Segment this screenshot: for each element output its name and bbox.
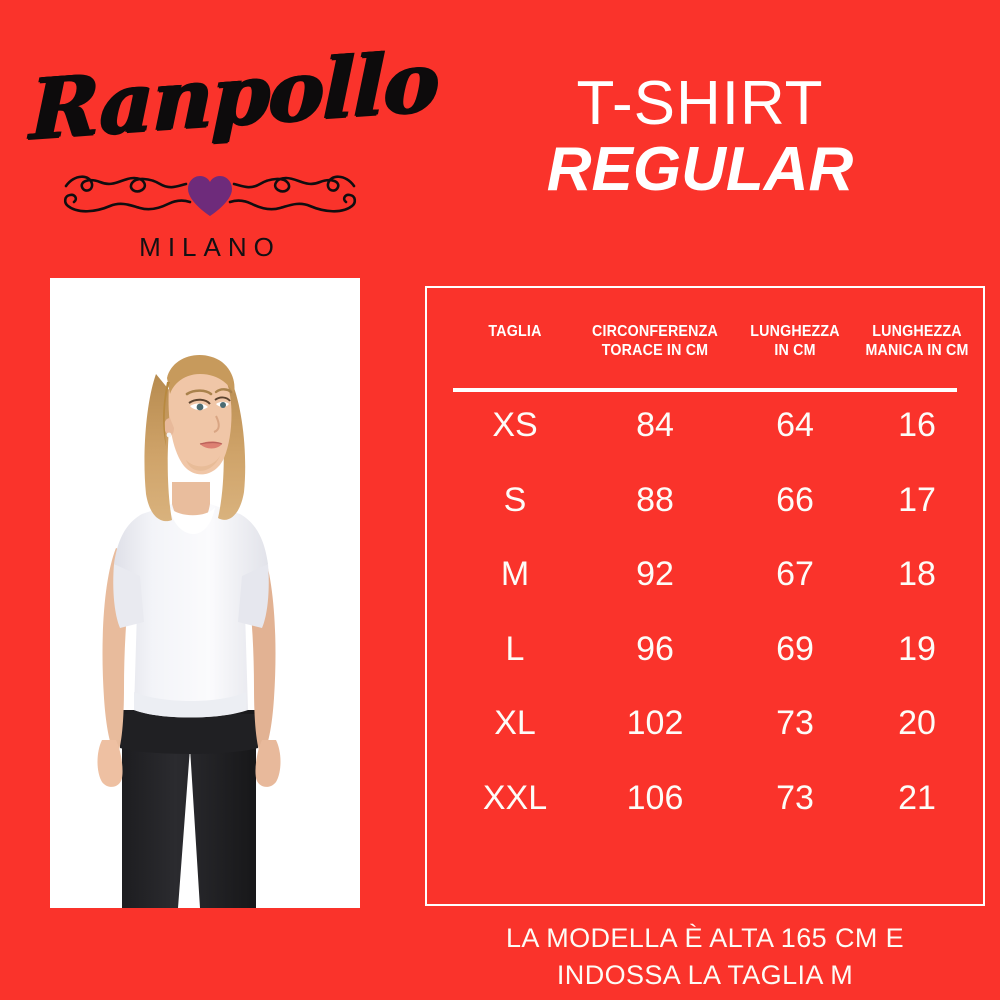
table-row: M 92 67 18 — [425, 555, 985, 632]
cell-torace: 96 — [636, 629, 674, 668]
brand-logo: Ranpollo MILANO — [29, 31, 440, 264]
flourish-divider-icon — [60, 162, 360, 224]
cell-manica: 18 — [898, 555, 936, 593]
cell-manica: 16 — [898, 406, 936, 444]
cell-torace: 102 — [626, 704, 684, 742]
cell-taglia: XL — [494, 704, 536, 742]
column-header-circonferenza-torace: CIRCONFERENZA TORACE IN CM — [592, 323, 718, 360]
cell-taglia: M — [500, 555, 530, 593]
cell-taglia: L — [505, 629, 525, 668]
cell-taglia: S — [503, 480, 527, 519]
cell-lunghezza: 64 — [776, 406, 814, 444]
model-note: LA MODELLA È ALTA 165 CM E INDOSSA LA TA… — [420, 920, 990, 995]
cell-lunghezza: 73 — [776, 704, 814, 742]
cell-manica: 20 — [898, 704, 936, 742]
table-row: XS 84 64 16 — [425, 406, 985, 483]
heart-icon — [188, 176, 232, 216]
model-photo — [50, 278, 360, 908]
table-body: XS 84 64 16 S 88 66 17 M 92 67 18 L 96 6… — [425, 406, 985, 856]
size-table-border — [425, 286, 985, 906]
cell-torace: 84 — [636, 406, 674, 444]
cell-lunghezza: 67 — [776, 555, 814, 593]
cell-torace: 88 — [636, 480, 674, 519]
brand-name: Ranpollo — [29, 31, 440, 159]
product-fit-title: REGULAR — [546, 135, 854, 205]
cell-lunghezza: 69 — [776, 629, 814, 668]
cell-lunghezza: 66 — [776, 480, 814, 519]
table-row: L 96 69 19 — [425, 629, 985, 707]
cell-manica: 19 — [898, 629, 936, 668]
table-row: XXL 106 73 21 — [425, 778, 985, 856]
table-row: S 88 66 17 — [425, 480, 985, 558]
column-header-lunghezza-manica: LUNGHEZZA MANICA IN CM — [865, 323, 969, 360]
header-separator — [453, 388, 957, 392]
cell-torace: 106 — [626, 778, 684, 817]
table-row: XL 102 73 20 — [425, 704, 985, 781]
model-note-line-2: INDOSSA LA TAGLIA M — [556, 960, 854, 991]
table-header-row: TAGLIA CIRCONFERENZA TORACE IN CM LUNGHE… — [425, 314, 985, 378]
cell-manica: 17 — [898, 480, 936, 519]
page-title: T-SHIRT REGULAR — [420, 69, 980, 205]
cell-manica: 21 — [898, 778, 936, 817]
cell-taglia: XS — [492, 406, 538, 444]
cell-lunghezza: 73 — [776, 778, 814, 817]
column-header-taglia: TAGLIA — [488, 323, 542, 340]
cell-torace: 92 — [636, 555, 674, 593]
brand-city: MILANO — [139, 232, 281, 262]
cell-taglia: XXL — [482, 778, 548, 817]
column-header-lunghezza: LUNGHEZZA IN CM — [750, 323, 840, 360]
product-type-title: T-SHIRT — [576, 69, 824, 138]
model-note-line-1: LA MODELLA È ALTA 165 CM E — [505, 923, 905, 953]
size-table: TAGLIA CIRCONFERENZA TORACE IN CM LUNGHE… — [425, 286, 985, 906]
